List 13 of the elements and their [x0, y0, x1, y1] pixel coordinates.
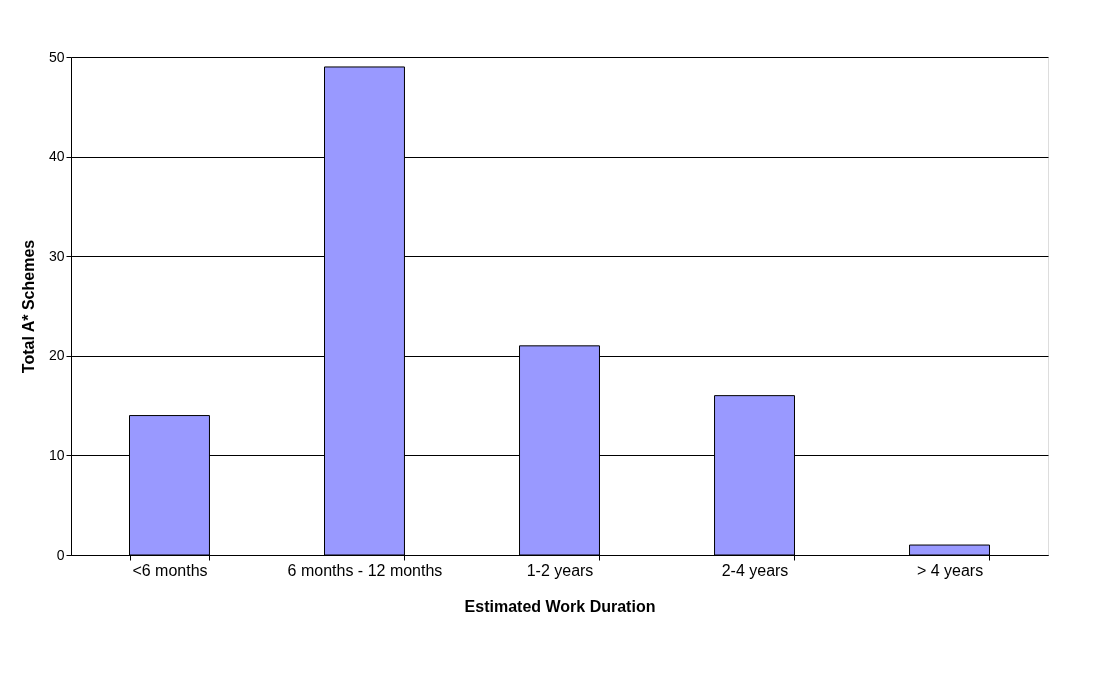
x-tick-label: 2-4 years [721, 561, 789, 579]
y-tick-label: 40 [48, 148, 65, 165]
y-tick-label: 10 [48, 446, 65, 463]
x-tick-label: 6 months - 12 months [287, 561, 443, 579]
x-axis-title: Estimated Work Duration [464, 597, 656, 615]
y-tick-label: 50 [48, 48, 65, 65]
x-tick-label: <6 months [132, 561, 208, 579]
y-tick-label: 20 [48, 347, 65, 364]
x-tick-label: 1-2 years [526, 561, 594, 579]
x-tick-label: > 4 years [916, 561, 984, 579]
y-tick-label: 30 [48, 247, 65, 264]
y-tick-label: 0 [56, 546, 65, 563]
y-axis-title: Total A* Schemes [19, 239, 37, 374]
